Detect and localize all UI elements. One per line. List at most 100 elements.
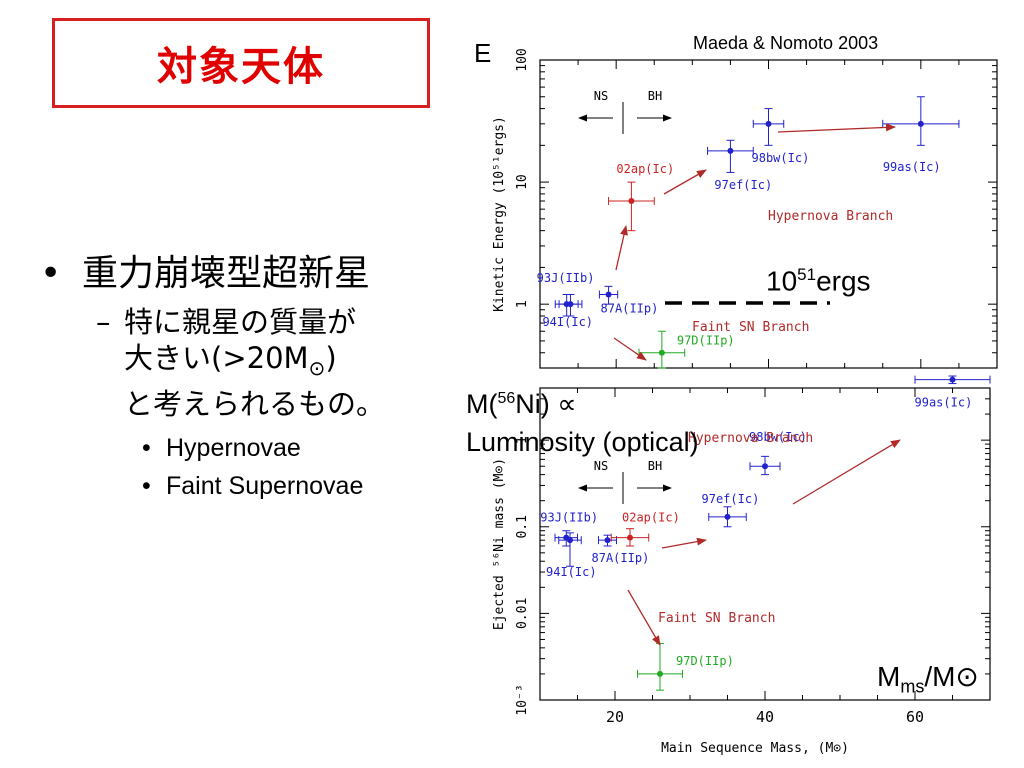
x-tick-label: 60 [906,708,924,726]
kinetic-energy-panel: 1 10 100 Kinetic Energy (10⁵¹ergs) 93J(IIb) 9… [492,48,998,369]
y-tick-label: 10 [515,174,530,190]
bullet-core-collapse: 重力崩壊型超新星 [40,250,460,298]
mms-a: M [877,661,901,692]
ns-label: NS [594,459,608,473]
ni-line2: Luminosity (optical) [466,427,699,457]
dash-marker: – [96,305,111,339]
y-tick-label: 1 [515,300,530,308]
slide-title: 対象天体 [157,44,325,90]
data-point: 99as(Ic) [882,96,960,174]
energy-axis-label: E [474,38,492,68]
data-point: 97ef(Ic) [707,139,772,192]
point-label: 94I(Ic) [546,565,597,579]
ni-line1-b: Ni) ∝ [515,389,577,419]
x-tick-label: 20 [606,708,624,726]
sub-item-faint-supernovae: Faint Supernovae [40,470,460,502]
point-marker [567,301,574,308]
point-label: 87A(IIp) [601,301,659,315]
y-tick-label: 0.01 [515,598,530,629]
point-label: 97ef(Ic) [702,492,760,506]
bh-label: BH [648,459,662,473]
point-marker [605,291,612,298]
data-point: 97D(IIp) [638,330,735,369]
data-point: 97D(IIp) [637,642,734,691]
y-axis-label: Kinetic Energy (10⁵¹ergs) [492,116,507,312]
branch-arrow [663,169,707,195]
slide-title-box: 対象天体 [52,18,430,108]
point-marker [762,463,768,470]
point-marker [917,120,924,127]
bullet-massive-progenitor: – 特に親星の質量が 大きい(>20M⊙) と考えられるもの。 [40,304,460,422]
sub-item-hypernovae: Hypernovae [40,432,460,464]
bullet2-line3: と考えられるもの。 [124,386,386,421]
branch-arrow [661,537,707,549]
data-point: 99as(Ic) [914,375,991,410]
point-marker [765,120,772,127]
ni-line1-sup: 56 [497,390,516,407]
data-point: 93J(IIb) [540,511,598,547]
data-point: 02ap(Ic) [610,511,680,547]
faint-sn-branch-label: Faint SN Branch [658,611,775,626]
data-point: 97ef(Ic) [702,492,760,528]
mms-b: /M⊙ [924,661,979,692]
ergs-unit: ergs [816,265,871,297]
ergs-base: 10 [766,265,798,297]
data-point: 94I(Ic) [546,532,597,579]
point-label: 97D(IIp) [676,654,734,668]
ergs-exp: 51 [797,265,817,284]
bullet2-line2b: ) [325,341,337,375]
point-marker [567,537,573,544]
point-marker [604,537,611,544]
point-label: 98bw(Ic) [752,151,810,165]
point-label: 93J(IIb) [537,271,595,285]
y-tick-label: 10⁻³ [515,684,530,715]
point-marker [724,513,731,520]
y-tick-label: 1 [515,436,530,444]
point-marker [658,349,665,356]
citation-label: Maeda & Nomoto 2003 [693,33,879,53]
bullet2-line2a: 大きい(>20M [124,341,309,375]
branch-arrow [615,225,628,271]
point-label: 99as(Ic) [915,396,973,410]
nickel-luminosity-label: M(56Ni) ∝ Luminosity (optical) [466,380,699,461]
point-marker [657,670,663,677]
branch-arrow [627,589,661,646]
data-point: 98bw(Ic) [752,108,810,165]
mass-ratio-label: Mms/M⊙ [877,660,979,698]
point-label: 94I(Ic) [542,315,593,329]
y-tick-label: 0.1 [515,515,530,538]
x-axis-label: Main Sequence Mass, (M⊙) [661,741,849,756]
data-point: 87A(IIp) [598,285,659,315]
point-marker [627,534,633,541]
y-axis-label: Ejected ⁵⁶Ni mass (M⊙) [492,458,507,630]
bullet2-line1: 特に親星の質量が [124,305,357,339]
point-label: 99as(Ic) [883,160,941,174]
data-point: 93J(IIb) [537,271,595,317]
point-label: 98bw(Ic) [749,430,807,444]
faint-sn-branch-label: Faint SN Branch [692,320,809,335]
mms-sub: ms [900,676,925,697]
data-point: 02ap(Ic) [608,162,674,232]
nickel-mass-panel: 10⁻³ 0.01 0.1 1 20 40 60 Ejected ⁵⁶Ni mass (M⊙)… [492,375,991,756]
chart-annotations-layer [613,123,901,646]
sun-symbol: ⊙ [308,355,326,380]
x-tick-label: 40 [756,708,774,726]
point-marker [628,197,635,204]
point-label: 02ap(Ic) [616,162,674,176]
bh-label: BH [648,89,662,103]
point-label: 97ef(Ic) [714,178,772,192]
data-point: 94I(Ic) [542,293,593,329]
data-point: 98bw(Ic) [749,430,807,476]
data-point: 87A(IIp) [592,534,649,565]
point-label: 02ap(Ic) [622,511,680,525]
hypernova-branch-label-partial: Hypernova Branch [688,431,813,446]
y-tick-label: 100 [515,48,530,71]
hypernova-branch-label: Hypernova Branch [768,209,893,224]
branch-arrow [792,439,901,505]
ergs-label: 1051ergs [766,265,871,297]
ni-line1-a: M( [466,389,498,419]
bullet-list: 重力崩壊型超新星 – 特に親星の質量が 大きい(>20M⊙) と考えられるもの。… [40,250,460,502]
point-label: 93J(IIb) [540,511,598,525]
branch-arrow [613,337,647,361]
point-marker [949,376,956,383]
